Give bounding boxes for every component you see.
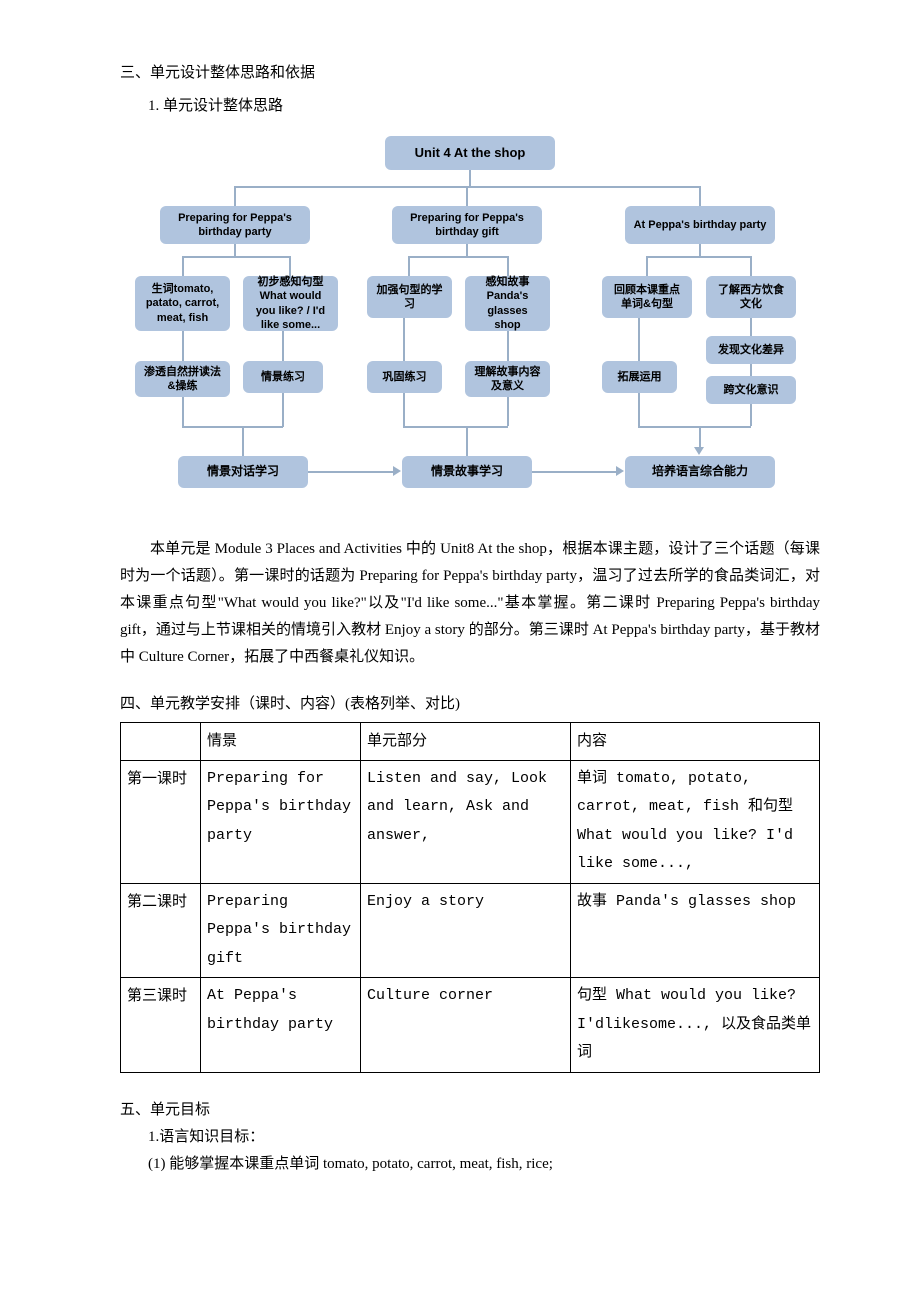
cell: At Peppa's birthday party <box>201 978 361 1073</box>
flow-r5c: 培养语言综合能力 <box>625 456 775 488</box>
cell: Culture corner <box>361 978 571 1073</box>
flow-r3c: 加强句型的学习 <box>367 276 452 318</box>
cell: 第三课时 <box>121 978 201 1073</box>
cell: Listen and say, Look and learn, Ask and … <box>361 760 571 883</box>
section-5-sub1-item1: (1) 能够掌握本课重点单词 tomato, potato, carrot, m… <box>148 1151 820 1178</box>
section-5-sub1: 1.语言知识目标： <box>148 1124 820 1151</box>
cell: 故事 Panda's glasses shop <box>571 883 820 978</box>
th-content: 内容 <box>571 723 820 761</box>
table-row: 第二课时 Preparing Peppa's birthday gift Enj… <box>121 883 820 978</box>
flow-r3a: 生词tomato, patato, carrot, meat, fish <box>135 276 230 331</box>
schedule-table: 情景 单元部分 内容 第一课时 Preparing for Peppa's bi… <box>120 722 820 1073</box>
th-part: 单元部分 <box>361 723 571 761</box>
flow-r4e: 拓展运用 <box>602 361 677 393</box>
unit-description-paragraph: 本单元是 Module 3 Places and Activities 中的 U… <box>120 536 820 671</box>
flow-branch-2: Preparing for Peppa's birthday gift <box>392 206 542 244</box>
flow-r5a: 情景对话学习 <box>178 456 308 488</box>
flow-root: Unit 4 At the shop <box>385 136 555 170</box>
flow-r3f: 了解西方饮食文化 <box>706 276 796 318</box>
cell: 句型 What would you like?I'dlikesome..., 以… <box>571 978 820 1073</box>
section-4-title: 四、单元教学安排（课时、内容）(表格列举、对比) <box>120 691 820 718</box>
flow-r4c: 巩固练习 <box>367 361 442 393</box>
flowchart: Unit 4 At the shop Preparing for Peppa's… <box>130 136 810 516</box>
cell: 单词 tomato, potato, carrot, meat, fish 和句… <box>571 760 820 883</box>
cell: Preparing Peppa's birthday gift <box>201 883 361 978</box>
section-3-sub: 1. 单元设计整体思路 <box>148 93 820 120</box>
flow-r5b: 情景故事学习 <box>402 456 532 488</box>
table-header-row: 情景 单元部分 内容 <box>121 723 820 761</box>
cell: Preparing for Peppa's birthday party <box>201 760 361 883</box>
section-5-title: 五、单元目标 <box>120 1097 820 1124</box>
section-3-title: 三、单元设计整体思路和依据 <box>120 60 820 87</box>
flow-r4d: 理解故事内容及意义 <box>465 361 550 397</box>
flow-r4b: 情景练习 <box>243 361 323 393</box>
th-scene: 情景 <box>201 723 361 761</box>
flow-r4g: 跨文化意识 <box>706 376 796 404</box>
flow-r3d: 感知故事 Panda's glasses shop <box>465 276 550 331</box>
flow-r3e: 回顾本课重点单词&句型 <box>602 276 692 318</box>
th-blank <box>121 723 201 761</box>
flow-branch-3: At Peppa's birthday party <box>625 206 775 244</box>
table-row: 第三课时 At Peppa's birthday party Culture c… <box>121 978 820 1073</box>
flow-r4f: 发现文化差异 <box>706 336 796 364</box>
table-row: 第一课时 Preparing for Peppa's birthday part… <box>121 760 820 883</box>
cell: 第一课时 <box>121 760 201 883</box>
cell: Enjoy a story <box>361 883 571 978</box>
flow-r3b: 初步感知句型 What would you like? / I'd like s… <box>243 276 338 331</box>
flow-branch-1: Preparing for Peppa's birthday party <box>160 206 310 244</box>
flow-r4a: 渗透自然拼读法&操练 <box>135 361 230 397</box>
cell: 第二课时 <box>121 883 201 978</box>
